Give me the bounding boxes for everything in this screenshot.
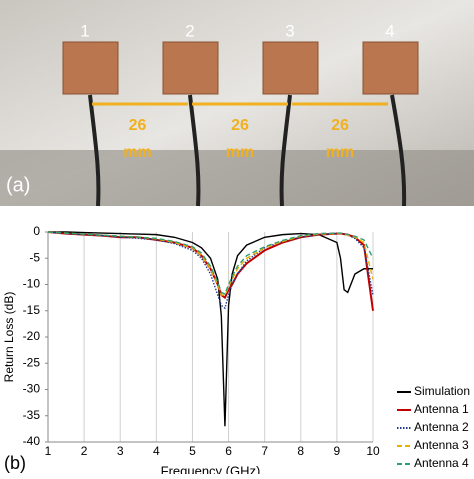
legend-label: Antenna 1 <box>414 402 469 416</box>
x-tick-label: 1 <box>45 444 52 458</box>
x-tick-label: 2 <box>81 444 88 458</box>
antennas <box>62 41 419 95</box>
legend-label: Antenna 4 <box>414 456 469 470</box>
y-tick-label: -40 <box>23 434 41 448</box>
series-line <box>47 231 374 310</box>
y-tick-label: -10 <box>23 277 41 291</box>
series-line <box>47 231 374 295</box>
y-tick-label: -30 <box>23 382 41 396</box>
gap-unit: mm <box>326 144 354 161</box>
x-tick-label: 8 <box>297 444 304 458</box>
panel-label: (b) <box>4 453 26 473</box>
gap-distance: 26 <box>231 117 249 134</box>
photo: 1 2 3 4 26 mm 26 mm 26 mm (a) <box>0 0 474 207</box>
photo-shadow <box>0 150 474 206</box>
gap-unit: mm <box>226 144 254 161</box>
y-tick-label: -5 <box>29 250 40 264</box>
x-tick-label: 10 <box>366 444 380 458</box>
y-tick-label: -35 <box>23 408 41 422</box>
series-line <box>48 231 373 427</box>
legend-label: Antenna 3 <box>414 438 469 452</box>
gap-unit: mm <box>123 144 151 161</box>
series-line <box>47 231 374 296</box>
x-axis-label: Frequency (GHz) <box>161 463 261 474</box>
y-tick-label: 0 <box>33 224 40 238</box>
x-tick-label: 3 <box>117 444 124 458</box>
x-tick-label: 5 <box>189 444 196 458</box>
legend-label: Antenna 2 <box>414 420 469 434</box>
antenna-label: 4 <box>385 21 394 40</box>
antenna-label: 1 <box>80 21 89 40</box>
y-tick-label: -15 <box>23 303 41 317</box>
panel-label: (a) <box>6 174 30 196</box>
y-tick-label: -25 <box>23 355 41 369</box>
legend-label: Simulation <box>414 384 470 398</box>
gap-distance: 26 <box>331 117 349 134</box>
series-line <box>47 231 374 311</box>
cables <box>88 94 407 207</box>
gap-distance: 26 <box>129 117 147 134</box>
antenna-label: 3 <box>285 21 294 40</box>
antenna-label: 2 <box>185 21 194 40</box>
x-tick-label: 7 <box>261 444 268 458</box>
x-tick-label: 4 <box>153 444 160 458</box>
x-tick-label: 9 <box>334 444 341 458</box>
x-tick-label: 6 <box>225 444 232 458</box>
y-axis-label: Return Loss (dB) <box>2 292 16 383</box>
y-tick-label: -20 <box>23 329 41 343</box>
